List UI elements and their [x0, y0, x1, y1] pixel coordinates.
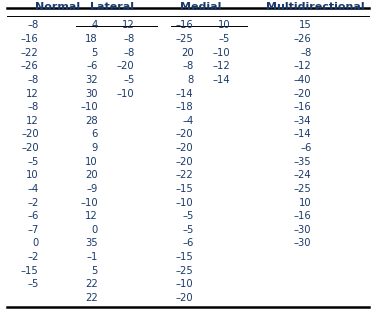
Text: 0: 0 [91, 225, 98, 235]
Text: 18: 18 [85, 34, 98, 44]
Text: 12: 12 [85, 211, 98, 221]
Text: –8: –8 [182, 61, 194, 71]
Text: 28: 28 [85, 116, 98, 126]
Text: –10: –10 [117, 88, 135, 99]
Text: –8: –8 [27, 75, 39, 85]
Text: –15: –15 [176, 184, 194, 194]
Text: 22: 22 [85, 279, 98, 289]
Text: –6: –6 [300, 143, 311, 153]
Text: –5: –5 [219, 34, 230, 44]
Text: –5: –5 [182, 225, 194, 235]
Text: –2: –2 [27, 198, 39, 208]
Text: –26: –26 [21, 61, 39, 71]
Text: 10: 10 [26, 170, 39, 180]
Text: 15: 15 [299, 21, 311, 30]
Text: –14: –14 [176, 88, 194, 99]
Text: 30: 30 [85, 88, 98, 99]
Text: –4: –4 [27, 184, 39, 194]
Text: 9: 9 [91, 143, 98, 153]
Text: –20: –20 [117, 61, 135, 71]
Text: –12: –12 [294, 61, 311, 71]
Text: –6: –6 [27, 211, 39, 221]
Text: Lateral: Lateral [91, 3, 135, 12]
Text: –6: –6 [182, 239, 194, 248]
Text: –10: –10 [176, 279, 194, 289]
Text: –20: –20 [176, 157, 194, 167]
Text: –6: –6 [86, 61, 98, 71]
Text: 0: 0 [32, 239, 39, 248]
Text: –25: –25 [176, 266, 194, 276]
Text: 10: 10 [218, 21, 230, 30]
Text: –7: –7 [27, 225, 39, 235]
Text: –15: –15 [21, 266, 39, 276]
Text: –20: –20 [21, 130, 39, 139]
Text: –24: –24 [294, 170, 311, 180]
Text: –8: –8 [27, 21, 39, 30]
Text: 35: 35 [85, 239, 98, 248]
Text: –8: –8 [123, 48, 135, 58]
Text: –20: –20 [294, 88, 311, 99]
Text: –20: –20 [176, 143, 194, 153]
Text: –16: –16 [21, 34, 39, 44]
Text: –18: –18 [176, 102, 194, 112]
Text: –10: –10 [213, 48, 230, 58]
Text: 12: 12 [26, 116, 39, 126]
Text: –30: –30 [294, 225, 311, 235]
Text: –4: –4 [182, 116, 194, 126]
Text: –22: –22 [176, 170, 194, 180]
Text: –5: –5 [27, 157, 39, 167]
Text: –8: –8 [27, 102, 39, 112]
Text: 10: 10 [85, 157, 98, 167]
Text: –35: –35 [294, 157, 311, 167]
Text: 32: 32 [85, 75, 98, 85]
Text: –8: –8 [123, 34, 135, 44]
Text: –14: –14 [294, 130, 311, 139]
Text: –8: –8 [300, 48, 311, 58]
Text: –20: –20 [176, 293, 194, 303]
Text: 20: 20 [85, 170, 98, 180]
Text: –25: –25 [176, 34, 194, 44]
Text: –10: –10 [176, 198, 194, 208]
Text: 4: 4 [91, 21, 98, 30]
Text: –30: –30 [294, 239, 311, 248]
Text: –40: –40 [294, 75, 311, 85]
Text: –2: –2 [27, 252, 39, 262]
Text: 20: 20 [181, 48, 194, 58]
Text: –10: –10 [80, 198, 98, 208]
Text: –5: –5 [182, 211, 194, 221]
Text: –16: –16 [176, 21, 194, 30]
Text: –16: –16 [294, 102, 311, 112]
Text: –22: –22 [21, 48, 39, 58]
Text: 12: 12 [122, 21, 135, 30]
Text: –20: –20 [176, 130, 194, 139]
Text: –14: –14 [213, 75, 230, 85]
Text: 10: 10 [299, 198, 311, 208]
Text: –5: –5 [123, 75, 135, 85]
Text: 8: 8 [187, 75, 194, 85]
Text: –20: –20 [21, 143, 39, 153]
Text: –15: –15 [176, 252, 194, 262]
Text: 5: 5 [91, 266, 98, 276]
Text: 5: 5 [91, 48, 98, 58]
Text: –1: –1 [86, 252, 98, 262]
Text: –9: –9 [86, 184, 98, 194]
Text: –12: –12 [212, 61, 230, 71]
Text: –16: –16 [294, 211, 311, 221]
Text: –34: –34 [294, 116, 311, 126]
Text: 6: 6 [91, 130, 98, 139]
Text: Multidirectional: Multidirectional [266, 3, 364, 12]
Text: –5: –5 [27, 279, 39, 289]
Text: –10: –10 [80, 102, 98, 112]
Text: 22: 22 [85, 293, 98, 303]
Text: –26: –26 [294, 34, 311, 44]
Text: –25: –25 [294, 184, 311, 194]
Text: Normal: Normal [35, 3, 80, 12]
Text: Medial: Medial [180, 3, 221, 12]
Text: 12: 12 [26, 88, 39, 99]
